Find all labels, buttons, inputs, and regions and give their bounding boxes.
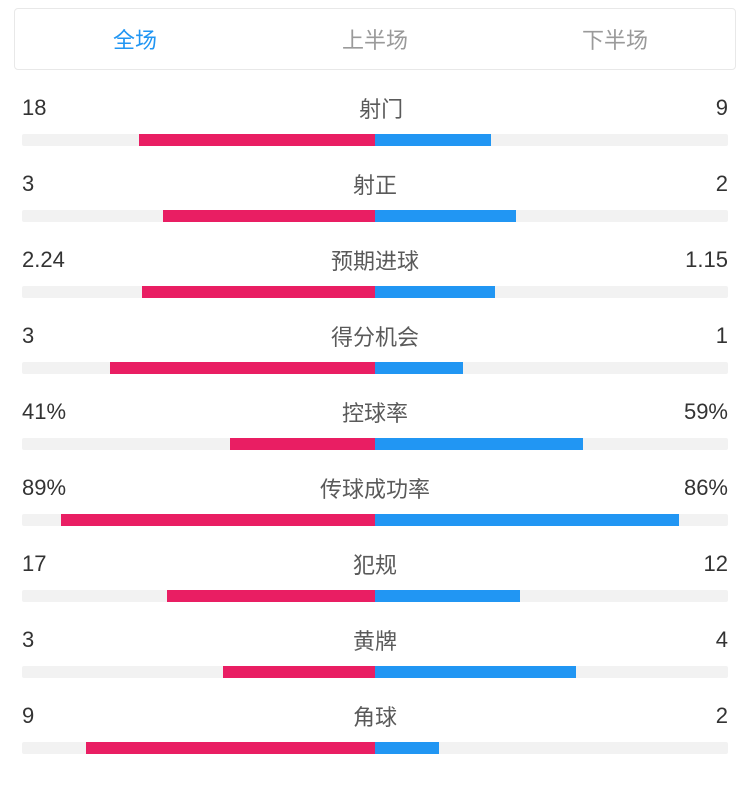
stat-bar-right-fill bbox=[375, 438, 583, 450]
tab-2[interactable]: 下半场 bbox=[495, 9, 735, 69]
stat-left-value: 3 bbox=[22, 627, 34, 653]
stat-labels: 17犯规12 bbox=[22, 548, 728, 580]
stat-bar-right bbox=[375, 210, 728, 222]
stat-bar-track bbox=[22, 438, 728, 450]
stat-labels: 3黄牌4 bbox=[22, 624, 728, 656]
stat-labels: 18射门9 bbox=[22, 92, 728, 124]
stat-bar-left bbox=[22, 742, 375, 754]
stat-row: 41%控球率59% bbox=[22, 396, 728, 450]
stat-left-value: 18 bbox=[22, 95, 46, 121]
stat-bar-right-fill bbox=[375, 210, 516, 222]
stat-right-value: 86% bbox=[684, 475, 728, 501]
stat-bar-left bbox=[22, 514, 375, 526]
stat-bar-track bbox=[22, 590, 728, 602]
stat-name: 角球 bbox=[34, 700, 716, 732]
stat-bar-left-fill bbox=[167, 590, 375, 602]
stat-bar-left bbox=[22, 590, 375, 602]
stat-bar-right bbox=[375, 742, 728, 754]
stat-bar-left bbox=[22, 134, 375, 146]
stat-left-value: 41% bbox=[22, 399, 66, 425]
stat-bar-right-fill bbox=[375, 742, 439, 754]
stat-name: 传球成功率 bbox=[66, 472, 684, 504]
stat-name: 射正 bbox=[34, 168, 716, 200]
stat-right-value: 9 bbox=[716, 95, 728, 121]
stat-right-value: 59% bbox=[684, 399, 728, 425]
stat-row: 9角球2 bbox=[22, 700, 728, 754]
stat-bar-track bbox=[22, 742, 728, 754]
stat-name: 控球率 bbox=[66, 396, 684, 428]
stat-bar-left bbox=[22, 666, 375, 678]
stat-left-value: 3 bbox=[22, 323, 34, 349]
stat-name: 得分机会 bbox=[34, 320, 716, 352]
stat-bar-right bbox=[375, 514, 728, 526]
stat-bar-right bbox=[375, 134, 728, 146]
stat-bar-left-fill bbox=[110, 362, 375, 374]
stat-bar-left-fill bbox=[142, 286, 375, 298]
stat-bar-track bbox=[22, 514, 728, 526]
stat-row: 17犯规12 bbox=[22, 548, 728, 602]
stat-row: 3得分机会1 bbox=[22, 320, 728, 374]
tab-0[interactable]: 全场 bbox=[15, 9, 255, 69]
stat-right-value: 2 bbox=[716, 171, 728, 197]
stat-right-value: 1.15 bbox=[685, 247, 728, 273]
stat-bar-right bbox=[375, 590, 728, 602]
stat-left-value: 3 bbox=[22, 171, 34, 197]
stat-name: 黄牌 bbox=[34, 624, 716, 656]
tab-1[interactable]: 上半场 bbox=[255, 9, 495, 69]
stat-bar-left bbox=[22, 210, 375, 222]
stat-labels: 9角球2 bbox=[22, 700, 728, 732]
stat-right-value: 2 bbox=[716, 703, 728, 729]
stat-name: 射门 bbox=[46, 92, 715, 124]
stat-row: 89%传球成功率86% bbox=[22, 472, 728, 526]
stat-bar-right bbox=[375, 286, 728, 298]
stat-bar-left-fill bbox=[223, 666, 375, 678]
stat-bar-right-fill bbox=[375, 286, 495, 298]
stat-labels: 3射正2 bbox=[22, 168, 728, 200]
stat-labels: 41%控球率59% bbox=[22, 396, 728, 428]
stat-row: 2.24预期进球1.15 bbox=[22, 244, 728, 298]
stat-left-value: 9 bbox=[22, 703, 34, 729]
stat-bar-left bbox=[22, 438, 375, 450]
stat-right-value: 1 bbox=[716, 323, 728, 349]
stat-name: 预期进球 bbox=[65, 244, 685, 276]
stat-row: 3射正2 bbox=[22, 168, 728, 222]
stat-bar-right-fill bbox=[375, 590, 520, 602]
stat-bar-right-fill bbox=[375, 362, 463, 374]
stat-bar-right bbox=[375, 362, 728, 374]
stat-bar-left-fill bbox=[86, 742, 375, 754]
stat-right-value: 12 bbox=[704, 551, 728, 577]
period-tabs: 全场上半场下半场 bbox=[14, 8, 736, 70]
stat-labels: 2.24预期进球1.15 bbox=[22, 244, 728, 276]
stat-bar-track bbox=[22, 362, 728, 374]
stat-bar-right bbox=[375, 438, 728, 450]
stat-bar-right-fill bbox=[375, 666, 576, 678]
stat-bar-track bbox=[22, 210, 728, 222]
stat-left-value: 2.24 bbox=[22, 247, 65, 273]
stat-bar-left bbox=[22, 362, 375, 374]
stat-row: 3黄牌4 bbox=[22, 624, 728, 678]
stat-left-value: 17 bbox=[22, 551, 46, 577]
stat-labels: 89%传球成功率86% bbox=[22, 472, 728, 504]
stat-labels: 3得分机会1 bbox=[22, 320, 728, 352]
stat-right-value: 4 bbox=[716, 627, 728, 653]
stat-bar-track bbox=[22, 286, 728, 298]
stat-name: 犯规 bbox=[46, 548, 703, 580]
stat-bar-right bbox=[375, 666, 728, 678]
stat-bar-left-fill bbox=[163, 210, 375, 222]
stat-bar-track bbox=[22, 134, 728, 146]
stat-bar-right-fill bbox=[375, 134, 491, 146]
stat-bar-left-fill bbox=[230, 438, 375, 450]
stat-bar-left-fill bbox=[139, 134, 376, 146]
stats-container: 18射门93射正22.24预期进球1.153得分机会141%控球率59%89%传… bbox=[0, 92, 750, 772]
stat-bar-left bbox=[22, 286, 375, 298]
stat-bar-track bbox=[22, 666, 728, 678]
stat-left-value: 89% bbox=[22, 475, 66, 501]
stat-bar-right-fill bbox=[375, 514, 679, 526]
stat-bar-left-fill bbox=[61, 514, 375, 526]
stat-row: 18射门9 bbox=[22, 92, 728, 146]
